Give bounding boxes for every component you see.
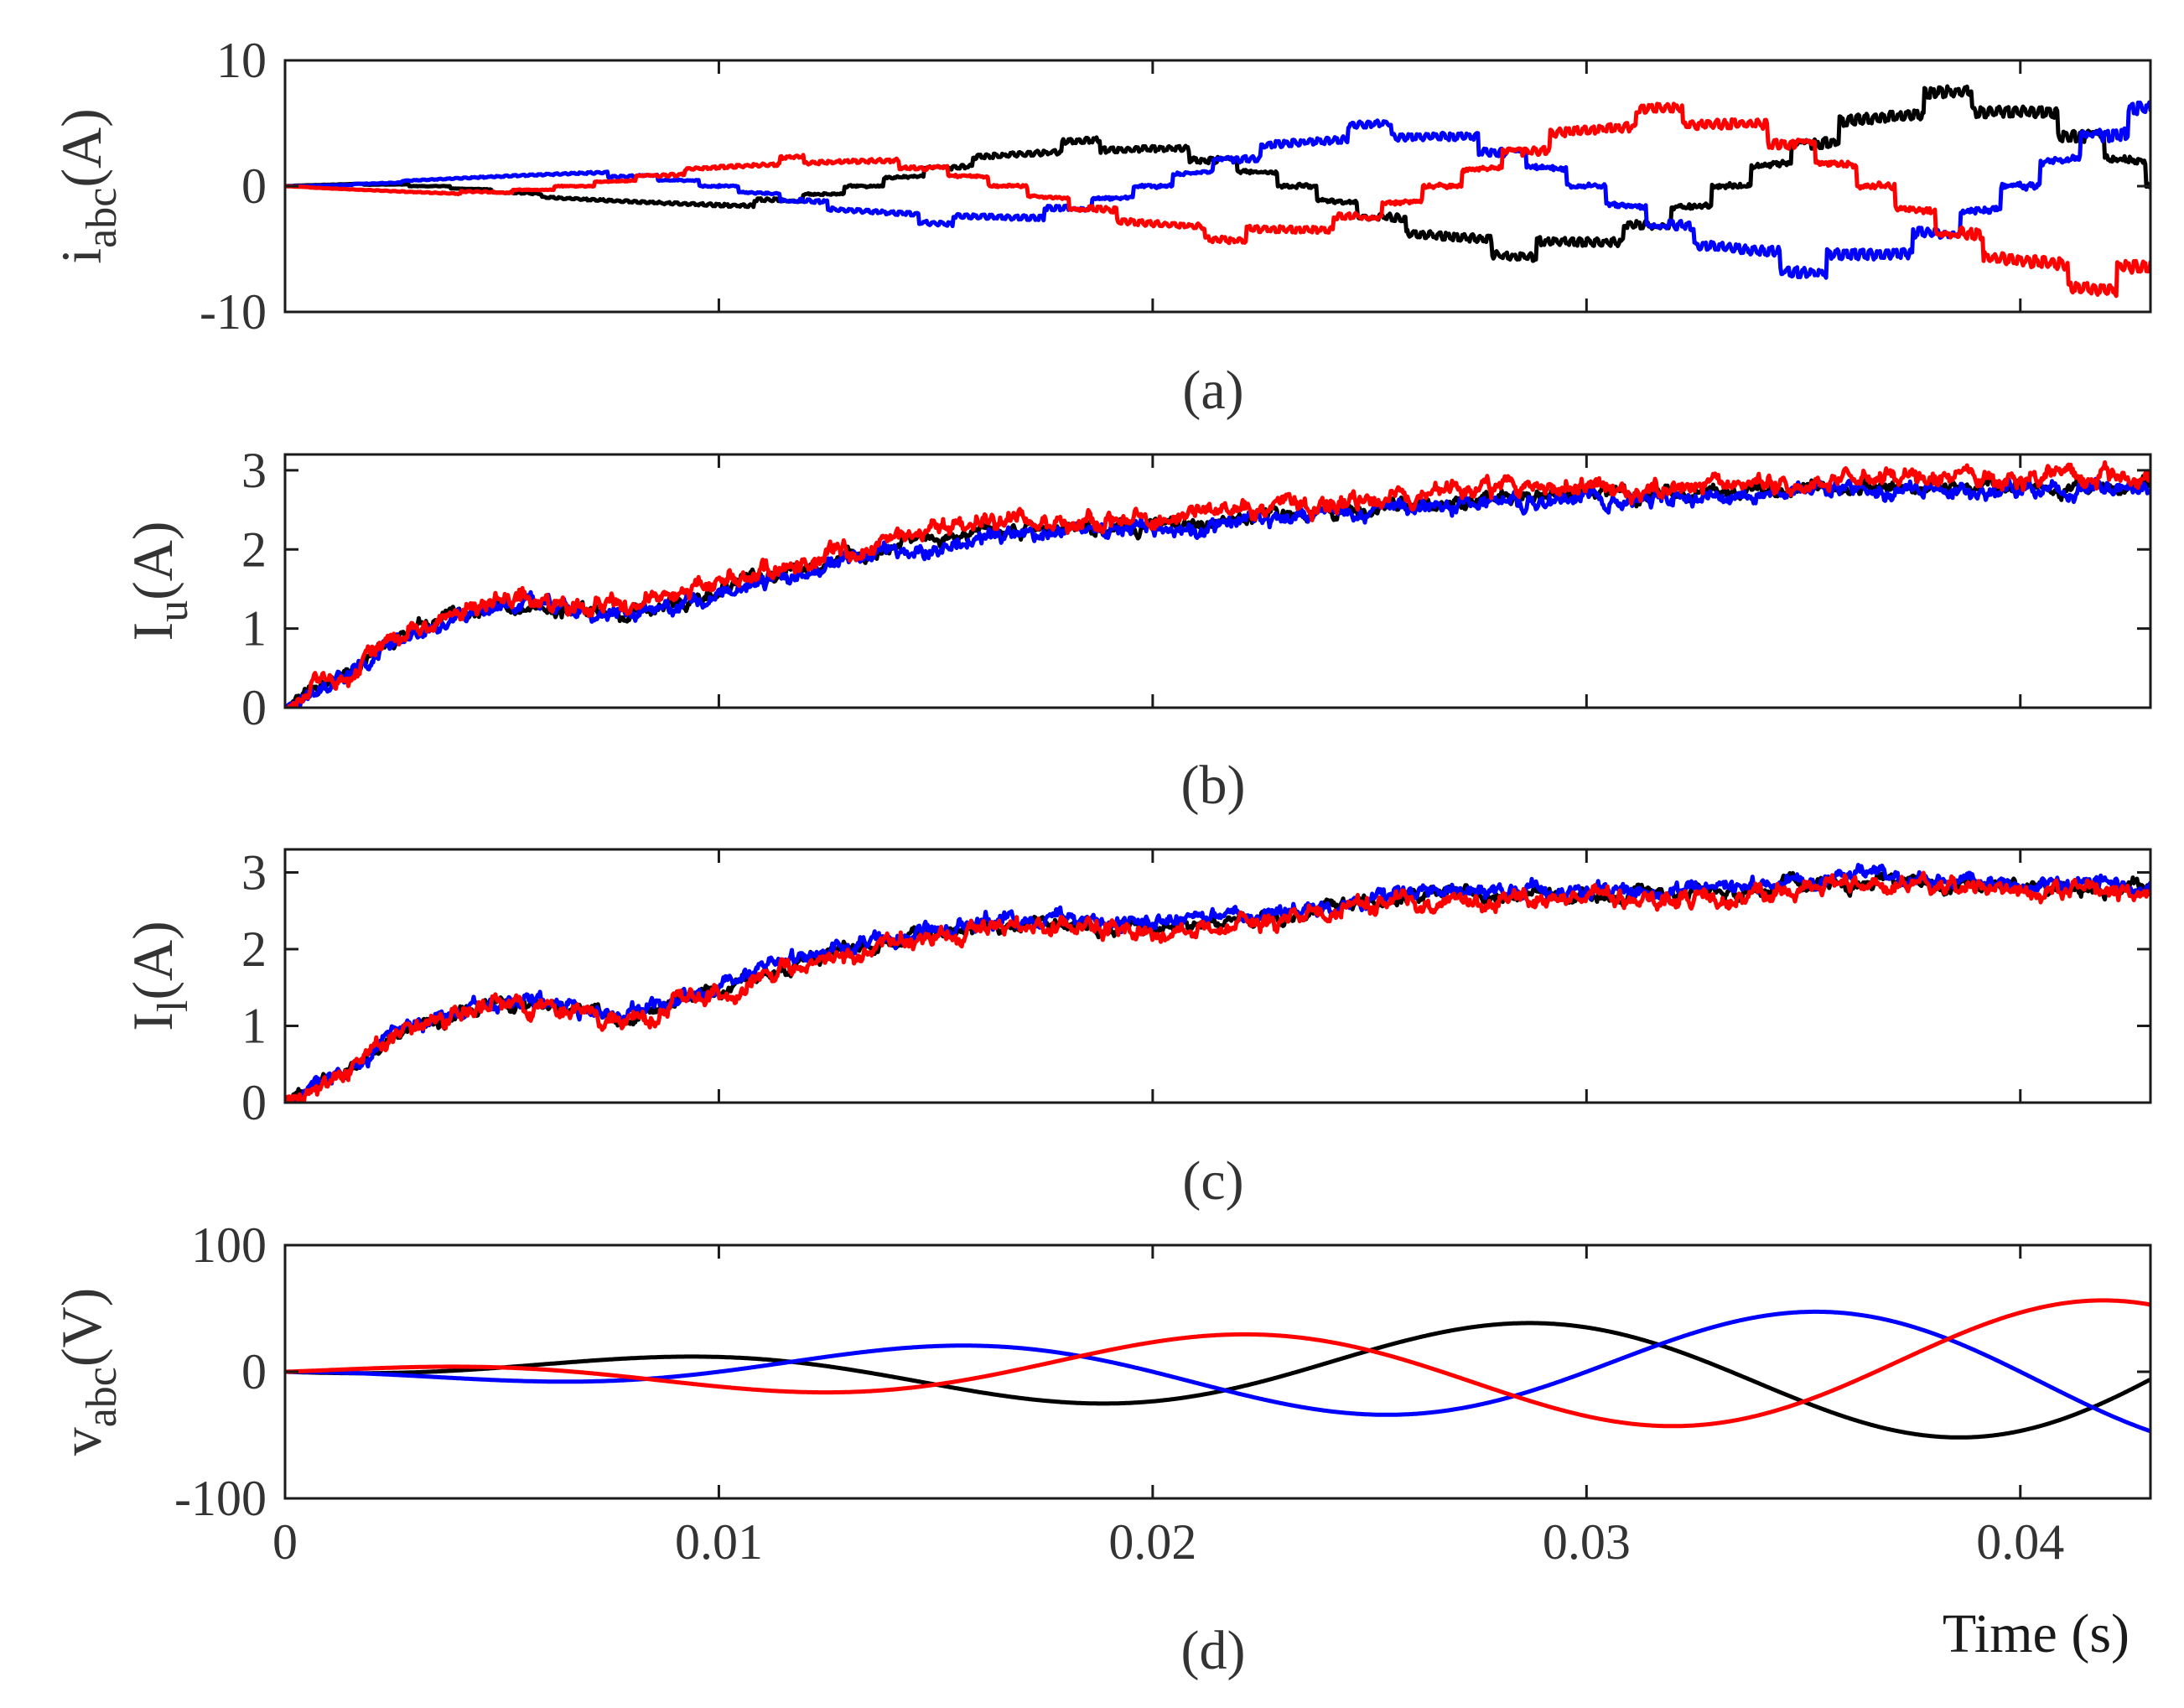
panel-d-xtick-label: 0 [272,1514,298,1570]
panel-b-axes-frame [283,453,2152,709]
panel-c-ylabel: Il(A) [121,921,197,1031]
panel-a-series-phase-c [285,101,2150,299]
panel-d-ylabel: vabc(V) [49,1288,126,1456]
panel-b-series-arm-b [285,476,2150,708]
panel-b-ytick-label: 0 [241,680,267,735]
panel-a-ticks: -10 0 10 [200,33,2150,340]
panel-d-ytick-label: 100 [191,1217,267,1273]
panel-b-ytick-label: 3 [241,443,267,498]
panel-c-ytick-label: 3 [241,844,267,900]
panel-c-caption: (c) [1182,1150,1243,1212]
panel-a: -10 0 10 iabc(A) (a) [49,33,2152,421]
panel-a-ylabel: iabc(A) [49,108,126,263]
panel-c-series-arm-a [285,870,2150,1103]
panel-d-series-phase-a [285,1321,2150,1440]
panel-c-ytick-label: 1 [241,998,267,1053]
panel-d-ytick-label: -100 [174,1471,267,1526]
panel-b-ylabel: Iu(A) [121,521,197,641]
panel-c-series-arm-c [285,870,2150,1103]
panel-d-caption: (d) [1181,1620,1246,1681]
panel-c: 0 1 2 3 Il(A) (c) [121,844,2152,1212]
x-axis-label: Time (s) [1943,1603,2130,1664]
panel-d-series-phase-b [285,1309,2150,1434]
panel-d-series-phase-c [285,1298,2150,1429]
panel-c-ytick-label: 0 [241,1075,267,1130]
panel-b-traces [285,460,2150,708]
panel-d-xtick-label: 0.04 [1976,1514,2064,1570]
panel-b-ytick-label: 2 [241,522,267,577]
panel-b: 0 1 2 3 Iu(A) (b) [121,443,2152,816]
panel-c-axes-frame [283,848,2152,1104]
panel-a-ytick-label: -10 [200,284,267,340]
panel-d-traces [285,1298,2150,1440]
panel-c-ticks: 0 1 2 3 [241,844,2150,1130]
panel-b-series-arm-c [285,460,2150,708]
panel-a-ytick-label: 10 [216,33,267,88]
panel-d-xtick-label: 0.01 [675,1514,763,1570]
panel-c-ytick-label: 2 [241,921,267,977]
panel-d-xtick-label: 0.02 [1108,1514,1196,1570]
panel-d-ytick-label: 0 [241,1344,267,1399]
panel-c-series-arm-b [292,863,2150,1103]
panel-b-ticks: 0 1 2 3 [241,443,2150,735]
panel-c-traces [285,863,2150,1103]
panel-b-caption: (b) [1181,755,1246,816]
panel-b-ytick-label: 1 [241,601,267,657]
panel-d-xtick-label: 0.03 [1543,1514,1631,1570]
panel-a-ytick-label: 0 [241,158,267,214]
panel-a-traces [285,84,2150,299]
panel-a-series-phase-b [285,100,2150,280]
panel-a-caption: (a) [1182,360,1243,421]
